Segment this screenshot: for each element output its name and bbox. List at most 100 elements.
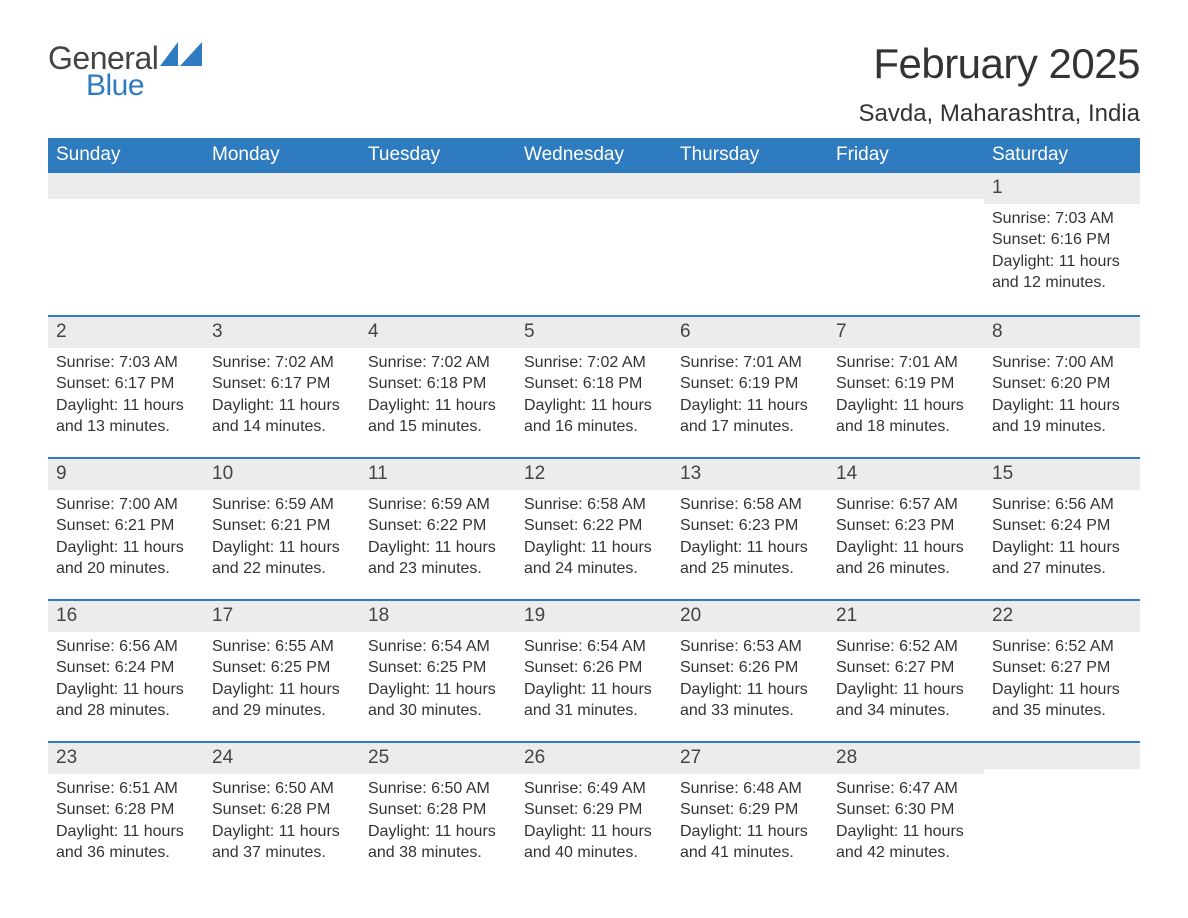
- daylight-text: and 25 minutes.: [680, 558, 820, 580]
- daylight-text: and 38 minutes.: [368, 842, 508, 864]
- day-cell: 26Sunrise: 6:49 AMSunset: 6:29 PMDayligh…: [516, 743, 672, 883]
- day-number: 16: [48, 601, 204, 632]
- sunrise-text: Sunrise: 6:53 AM: [680, 636, 820, 658]
- daylight-text: and 42 minutes.: [836, 842, 976, 864]
- day-number: 4: [360, 317, 516, 348]
- day-number: 7: [828, 317, 984, 348]
- day-cell: 13Sunrise: 6:58 AMSunset: 6:23 PMDayligh…: [672, 459, 828, 599]
- daylight-text: Daylight: 11 hours: [212, 537, 352, 559]
- day-cell: 16Sunrise: 6:56 AMSunset: 6:24 PMDayligh…: [48, 601, 204, 741]
- day-cell: 28Sunrise: 6:47 AMSunset: 6:30 PMDayligh…: [828, 743, 984, 883]
- daylight-text: and 27 minutes.: [992, 558, 1132, 580]
- sunrise-text: Sunrise: 6:59 AM: [212, 494, 352, 516]
- sunrise-text: Sunrise: 7:01 AM: [836, 352, 976, 374]
- daylight-text: Daylight: 11 hours: [836, 821, 976, 843]
- daylight-text: Daylight: 11 hours: [524, 821, 664, 843]
- day-number: 20: [672, 601, 828, 632]
- sunset-text: Sunset: 6:24 PM: [992, 515, 1132, 537]
- title-block: February 2025 Savda, Maharashtra, India: [859, 40, 1141, 128]
- sunset-text: Sunset: 6:19 PM: [680, 373, 820, 395]
- day-number: [516, 173, 672, 199]
- day-cell: 1Sunrise: 7:03 AMSunset: 6:16 PMDaylight…: [984, 173, 1140, 315]
- day-number: 21: [828, 601, 984, 632]
- weekday-wednesday: Wednesday: [516, 138, 672, 173]
- week-row: 1Sunrise: 7:03 AMSunset: 6:16 PMDaylight…: [48, 173, 1140, 315]
- day-cell: 9Sunrise: 7:00 AMSunset: 6:21 PMDaylight…: [48, 459, 204, 599]
- day-cell: 21Sunrise: 6:52 AMSunset: 6:27 PMDayligh…: [828, 601, 984, 741]
- sunrise-text: Sunrise: 6:54 AM: [524, 636, 664, 658]
- sunrise-text: Sunrise: 7:02 AM: [212, 352, 352, 374]
- day-number: 22: [984, 601, 1140, 632]
- sunrise-text: Sunrise: 7:03 AM: [992, 208, 1132, 230]
- sunset-text: Sunset: 6:27 PM: [992, 657, 1132, 679]
- daylight-text: Daylight: 11 hours: [212, 679, 352, 701]
- daylight-text: and 30 minutes.: [368, 700, 508, 722]
- day-cell: 15Sunrise: 6:56 AMSunset: 6:24 PMDayligh…: [984, 459, 1140, 599]
- sunrise-text: Sunrise: 6:51 AM: [56, 778, 196, 800]
- daylight-text: Daylight: 11 hours: [368, 679, 508, 701]
- sunset-text: Sunset: 6:18 PM: [368, 373, 508, 395]
- sunrise-text: Sunrise: 6:52 AM: [992, 636, 1132, 658]
- day-number: 14: [828, 459, 984, 490]
- day-cell: 17Sunrise: 6:55 AMSunset: 6:25 PMDayligh…: [204, 601, 360, 741]
- day-number: 23: [48, 743, 204, 774]
- day-cell: 6Sunrise: 7:01 AMSunset: 6:19 PMDaylight…: [672, 317, 828, 457]
- day-cell: 14Sunrise: 6:57 AMSunset: 6:23 PMDayligh…: [828, 459, 984, 599]
- daylight-text: Daylight: 11 hours: [992, 679, 1132, 701]
- logo-text-block: General Blue: [48, 40, 158, 103]
- sunset-text: Sunset: 6:25 PM: [212, 657, 352, 679]
- daylight-text: Daylight: 11 hours: [836, 679, 976, 701]
- week-row: 9Sunrise: 7:00 AMSunset: 6:21 PMDaylight…: [48, 457, 1140, 599]
- day-number: 2: [48, 317, 204, 348]
- day-number: [672, 173, 828, 199]
- daylight-text: and 15 minutes.: [368, 416, 508, 438]
- weekday-monday: Monday: [204, 138, 360, 173]
- month-title: February 2025: [859, 40, 1141, 88]
- day-number: 10: [204, 459, 360, 490]
- day-cell: [204, 173, 360, 315]
- day-cell: 20Sunrise: 6:53 AMSunset: 6:26 PMDayligh…: [672, 601, 828, 741]
- daylight-text: and 31 minutes.: [524, 700, 664, 722]
- header: General Blue February 2025 Savda, Mahara…: [48, 40, 1140, 128]
- weekday-sunday: Sunday: [48, 138, 204, 173]
- day-number: 17: [204, 601, 360, 632]
- daylight-text: and 17 minutes.: [680, 416, 820, 438]
- day-number: 1: [984, 173, 1140, 204]
- day-cell: 2Sunrise: 7:03 AMSunset: 6:17 PMDaylight…: [48, 317, 204, 457]
- daylight-text: Daylight: 11 hours: [992, 251, 1132, 273]
- sunset-text: Sunset: 6:27 PM: [836, 657, 976, 679]
- week-row: 2Sunrise: 7:03 AMSunset: 6:17 PMDaylight…: [48, 315, 1140, 457]
- daylight-text: Daylight: 11 hours: [680, 821, 820, 843]
- sunset-text: Sunset: 6:23 PM: [836, 515, 976, 537]
- day-number: 24: [204, 743, 360, 774]
- daylight-text: and 37 minutes.: [212, 842, 352, 864]
- weekday-friday: Friday: [828, 138, 984, 173]
- sunrise-text: Sunrise: 7:02 AM: [524, 352, 664, 374]
- week-row: 23Sunrise: 6:51 AMSunset: 6:28 PMDayligh…: [48, 741, 1140, 883]
- sunset-text: Sunset: 6:29 PM: [524, 799, 664, 821]
- day-cell: 8Sunrise: 7:00 AMSunset: 6:20 PMDaylight…: [984, 317, 1140, 457]
- day-number: 12: [516, 459, 672, 490]
- day-cell: 5Sunrise: 7:02 AMSunset: 6:18 PMDaylight…: [516, 317, 672, 457]
- day-cell: 10 Sunrise: 6:59 AMSunset: 6:21 PMDayligh…: [204, 459, 360, 599]
- weekday-tuesday: Tuesday: [360, 138, 516, 173]
- daylight-text: and 36 minutes.: [56, 842, 196, 864]
- day-number: 26: [516, 743, 672, 774]
- daylight-text: and 13 minutes.: [56, 416, 196, 438]
- sunset-text: Sunset: 6:17 PM: [212, 373, 352, 395]
- sunset-text: Sunset: 6:29 PM: [680, 799, 820, 821]
- day-cell: 27Sunrise: 6:48 AMSunset: 6:29 PMDayligh…: [672, 743, 828, 883]
- day-cell: [360, 173, 516, 315]
- week-row: 16Sunrise: 6:56 AMSunset: 6:24 PMDayligh…: [48, 599, 1140, 741]
- daylight-text: Daylight: 11 hours: [368, 537, 508, 559]
- day-number: 19: [516, 601, 672, 632]
- daylight-text: and 14 minutes.: [212, 416, 352, 438]
- daylight-text: and 16 minutes.: [524, 416, 664, 438]
- sunset-text: Sunset: 6:23 PM: [680, 515, 820, 537]
- daylight-text: Daylight: 11 hours: [680, 679, 820, 701]
- sunset-text: Sunset: 6:21 PM: [212, 515, 352, 537]
- calendar: SundayMondayTuesdayWednesdayThursdayFrid…: [48, 138, 1140, 883]
- sunrise-text: Sunrise: 7:01 AM: [680, 352, 820, 374]
- day-number: 18: [360, 601, 516, 632]
- daylight-text: and 20 minutes.: [56, 558, 196, 580]
